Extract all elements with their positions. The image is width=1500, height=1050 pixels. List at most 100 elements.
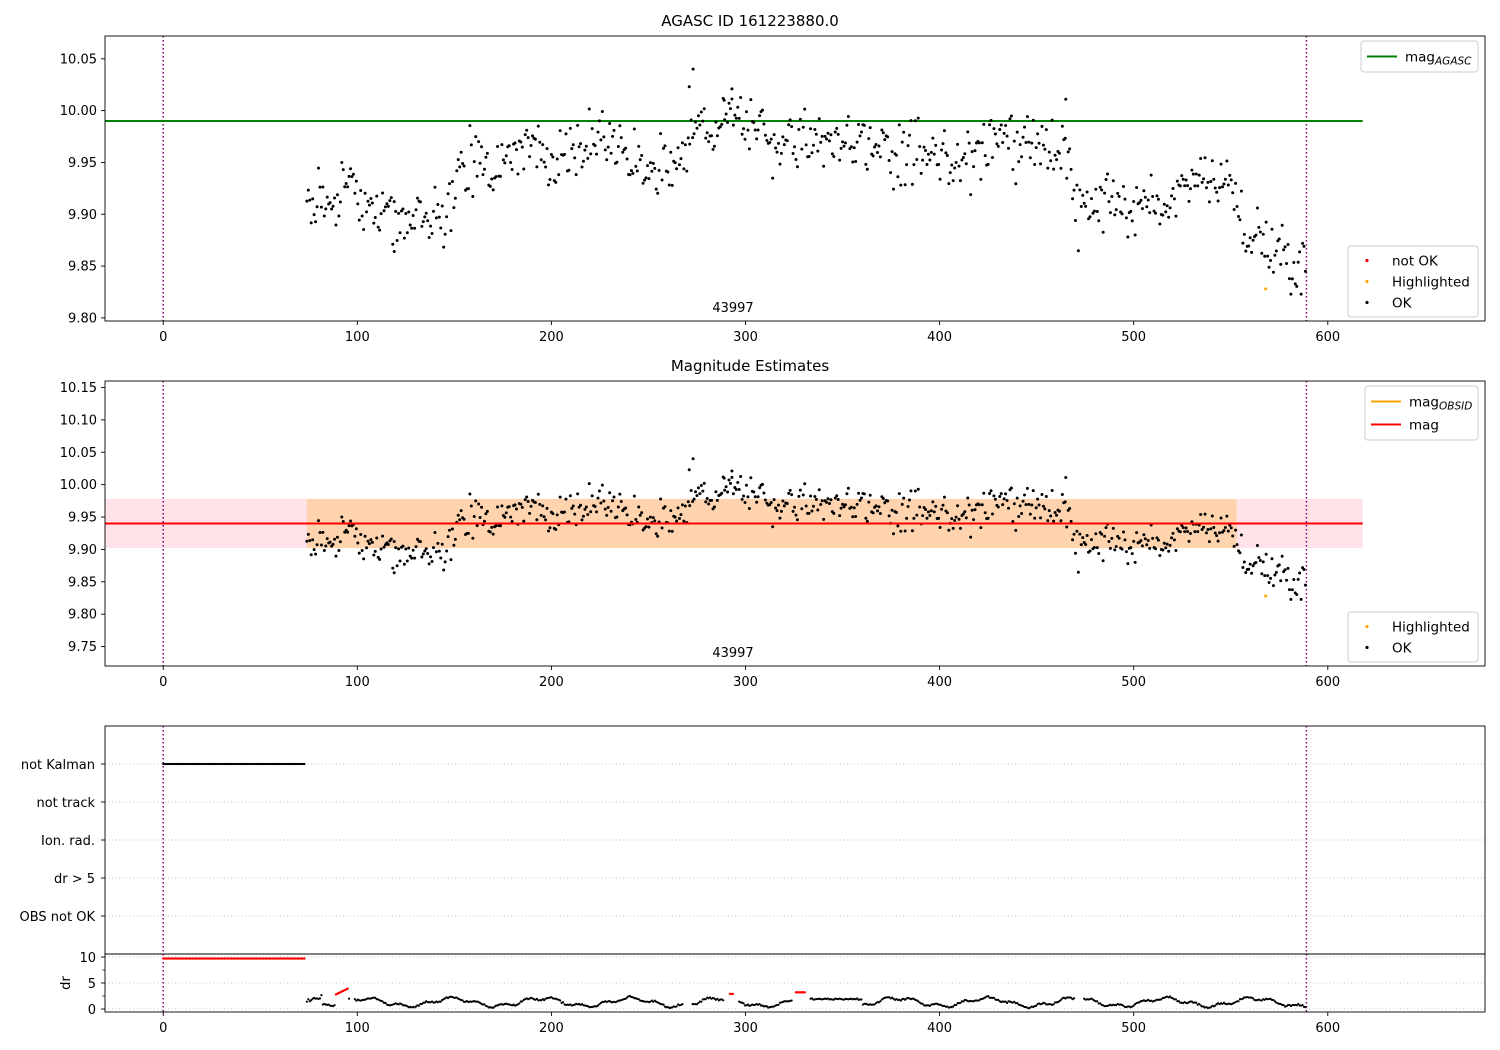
data-point-ok bbox=[701, 489, 705, 493]
data-point-ok bbox=[625, 157, 629, 161]
data-point-ok bbox=[1088, 215, 1092, 219]
data-point-ok bbox=[723, 488, 727, 492]
data-point-ok bbox=[1261, 560, 1265, 564]
data-point-ok bbox=[807, 511, 811, 515]
legend-upper bbox=[1360, 40, 1479, 73]
data-point-ok bbox=[900, 502, 904, 506]
data-point-ok bbox=[731, 492, 735, 496]
data-point-ok bbox=[346, 530, 350, 534]
data-point-ok bbox=[988, 123, 992, 127]
data-point-ok bbox=[1229, 526, 1233, 530]
data-point-ok bbox=[600, 483, 604, 487]
data-point-ok bbox=[1030, 503, 1034, 507]
data-point-ok bbox=[1210, 514, 1214, 518]
data-point-ok bbox=[758, 114, 762, 118]
data-point-ok bbox=[689, 118, 693, 122]
data-point-ok bbox=[643, 178, 647, 182]
data-point-ok bbox=[1193, 184, 1197, 188]
data-point-ok bbox=[1140, 544, 1144, 548]
dr-point bbox=[353, 998, 356, 1001]
x-tick-label: 500 bbox=[1121, 330, 1146, 345]
data-point-ok bbox=[682, 167, 686, 171]
data-point-ok bbox=[1132, 199, 1136, 203]
data-point-ok bbox=[611, 134, 615, 138]
data-point-ok bbox=[843, 141, 847, 145]
x-tick-label: 400 bbox=[927, 330, 952, 345]
data-point-ok bbox=[689, 488, 693, 492]
data-point-ok bbox=[912, 163, 916, 167]
data-point-ok bbox=[951, 526, 955, 530]
data-point-ok bbox=[449, 229, 453, 233]
data-point-ok bbox=[707, 502, 711, 506]
data-point-ok bbox=[1066, 150, 1070, 154]
data-point-ok bbox=[983, 511, 987, 515]
data-point-ok bbox=[913, 489, 917, 493]
data-point-ok bbox=[915, 157, 919, 161]
data-point-ok bbox=[986, 162, 990, 166]
data-point-ok bbox=[427, 562, 431, 566]
data-point-ok bbox=[983, 154, 987, 158]
data-point-ok bbox=[306, 188, 310, 192]
data-point-ok bbox=[1282, 248, 1286, 252]
data-point-ok bbox=[319, 205, 323, 209]
legend-lower bbox=[1347, 611, 1479, 663]
data-point-ok bbox=[841, 140, 845, 144]
data-point-ok bbox=[1101, 559, 1105, 563]
data-point-ok bbox=[692, 132, 696, 136]
data-point-ok bbox=[881, 131, 885, 135]
dr-point bbox=[1016, 1001, 1019, 1005]
data-point-ok bbox=[446, 535, 450, 539]
data-point-ok bbox=[413, 226, 417, 230]
dr-point bbox=[381, 1000, 384, 1003]
data-point-ok bbox=[857, 122, 861, 126]
data-point-ok bbox=[434, 216, 438, 220]
data-point-ok bbox=[683, 143, 687, 147]
data-point-ok bbox=[1095, 546, 1099, 550]
data-point-ok bbox=[931, 136, 935, 140]
data-point-ok bbox=[659, 132, 663, 136]
data-point-ok bbox=[924, 148, 928, 152]
data-point-ok bbox=[675, 519, 679, 523]
data-point-ok bbox=[903, 529, 907, 533]
data-point-ok bbox=[942, 129, 946, 133]
data-point-ok bbox=[1255, 544, 1259, 548]
data-point-ok bbox=[918, 144, 922, 148]
data-point-ok bbox=[510, 519, 514, 523]
data-point-ok bbox=[1171, 531, 1175, 535]
data-point-ok bbox=[958, 179, 962, 183]
data-point-ok bbox=[315, 205, 319, 209]
data-point-ok bbox=[1183, 184, 1187, 188]
dr-point bbox=[1198, 1002, 1201, 1006]
data-point-ok bbox=[999, 123, 1003, 127]
data-point-ok bbox=[1075, 529, 1079, 533]
data-point-ok bbox=[475, 524, 479, 528]
data-point-ok bbox=[504, 154, 508, 158]
data-point-ok bbox=[1047, 509, 1051, 513]
data-point-ok bbox=[715, 498, 719, 502]
legend-marker-swatch bbox=[1365, 645, 1369, 650]
data-point-ok bbox=[1292, 578, 1296, 582]
data-point-ok bbox=[1075, 183, 1079, 187]
data-point-ok bbox=[691, 136, 695, 140]
data-point-ok bbox=[319, 543, 323, 547]
data-point-ok bbox=[314, 220, 318, 224]
data-point-ok bbox=[659, 497, 663, 501]
data-point-ok bbox=[887, 514, 891, 518]
data-point-ok bbox=[1292, 260, 1296, 264]
data-point-ok bbox=[541, 143, 545, 147]
data-point-ok bbox=[785, 501, 789, 505]
data-point-ok bbox=[992, 494, 996, 498]
data-point-ok bbox=[1092, 209, 1096, 213]
data-point-ok bbox=[309, 553, 313, 557]
data-point-ok bbox=[392, 250, 396, 254]
data-point-ok bbox=[1175, 527, 1179, 531]
dr-point bbox=[955, 1003, 958, 1007]
data-point-ok bbox=[1298, 250, 1302, 254]
dr-point bbox=[888, 996, 891, 999]
data-point-ok bbox=[814, 132, 818, 136]
data-point-ok bbox=[1107, 200, 1111, 204]
data-point-ok bbox=[940, 507, 944, 511]
data-point-ok bbox=[596, 496, 600, 500]
data-point-ok bbox=[381, 534, 385, 538]
x-tick-label: 0 bbox=[159, 675, 167, 690]
